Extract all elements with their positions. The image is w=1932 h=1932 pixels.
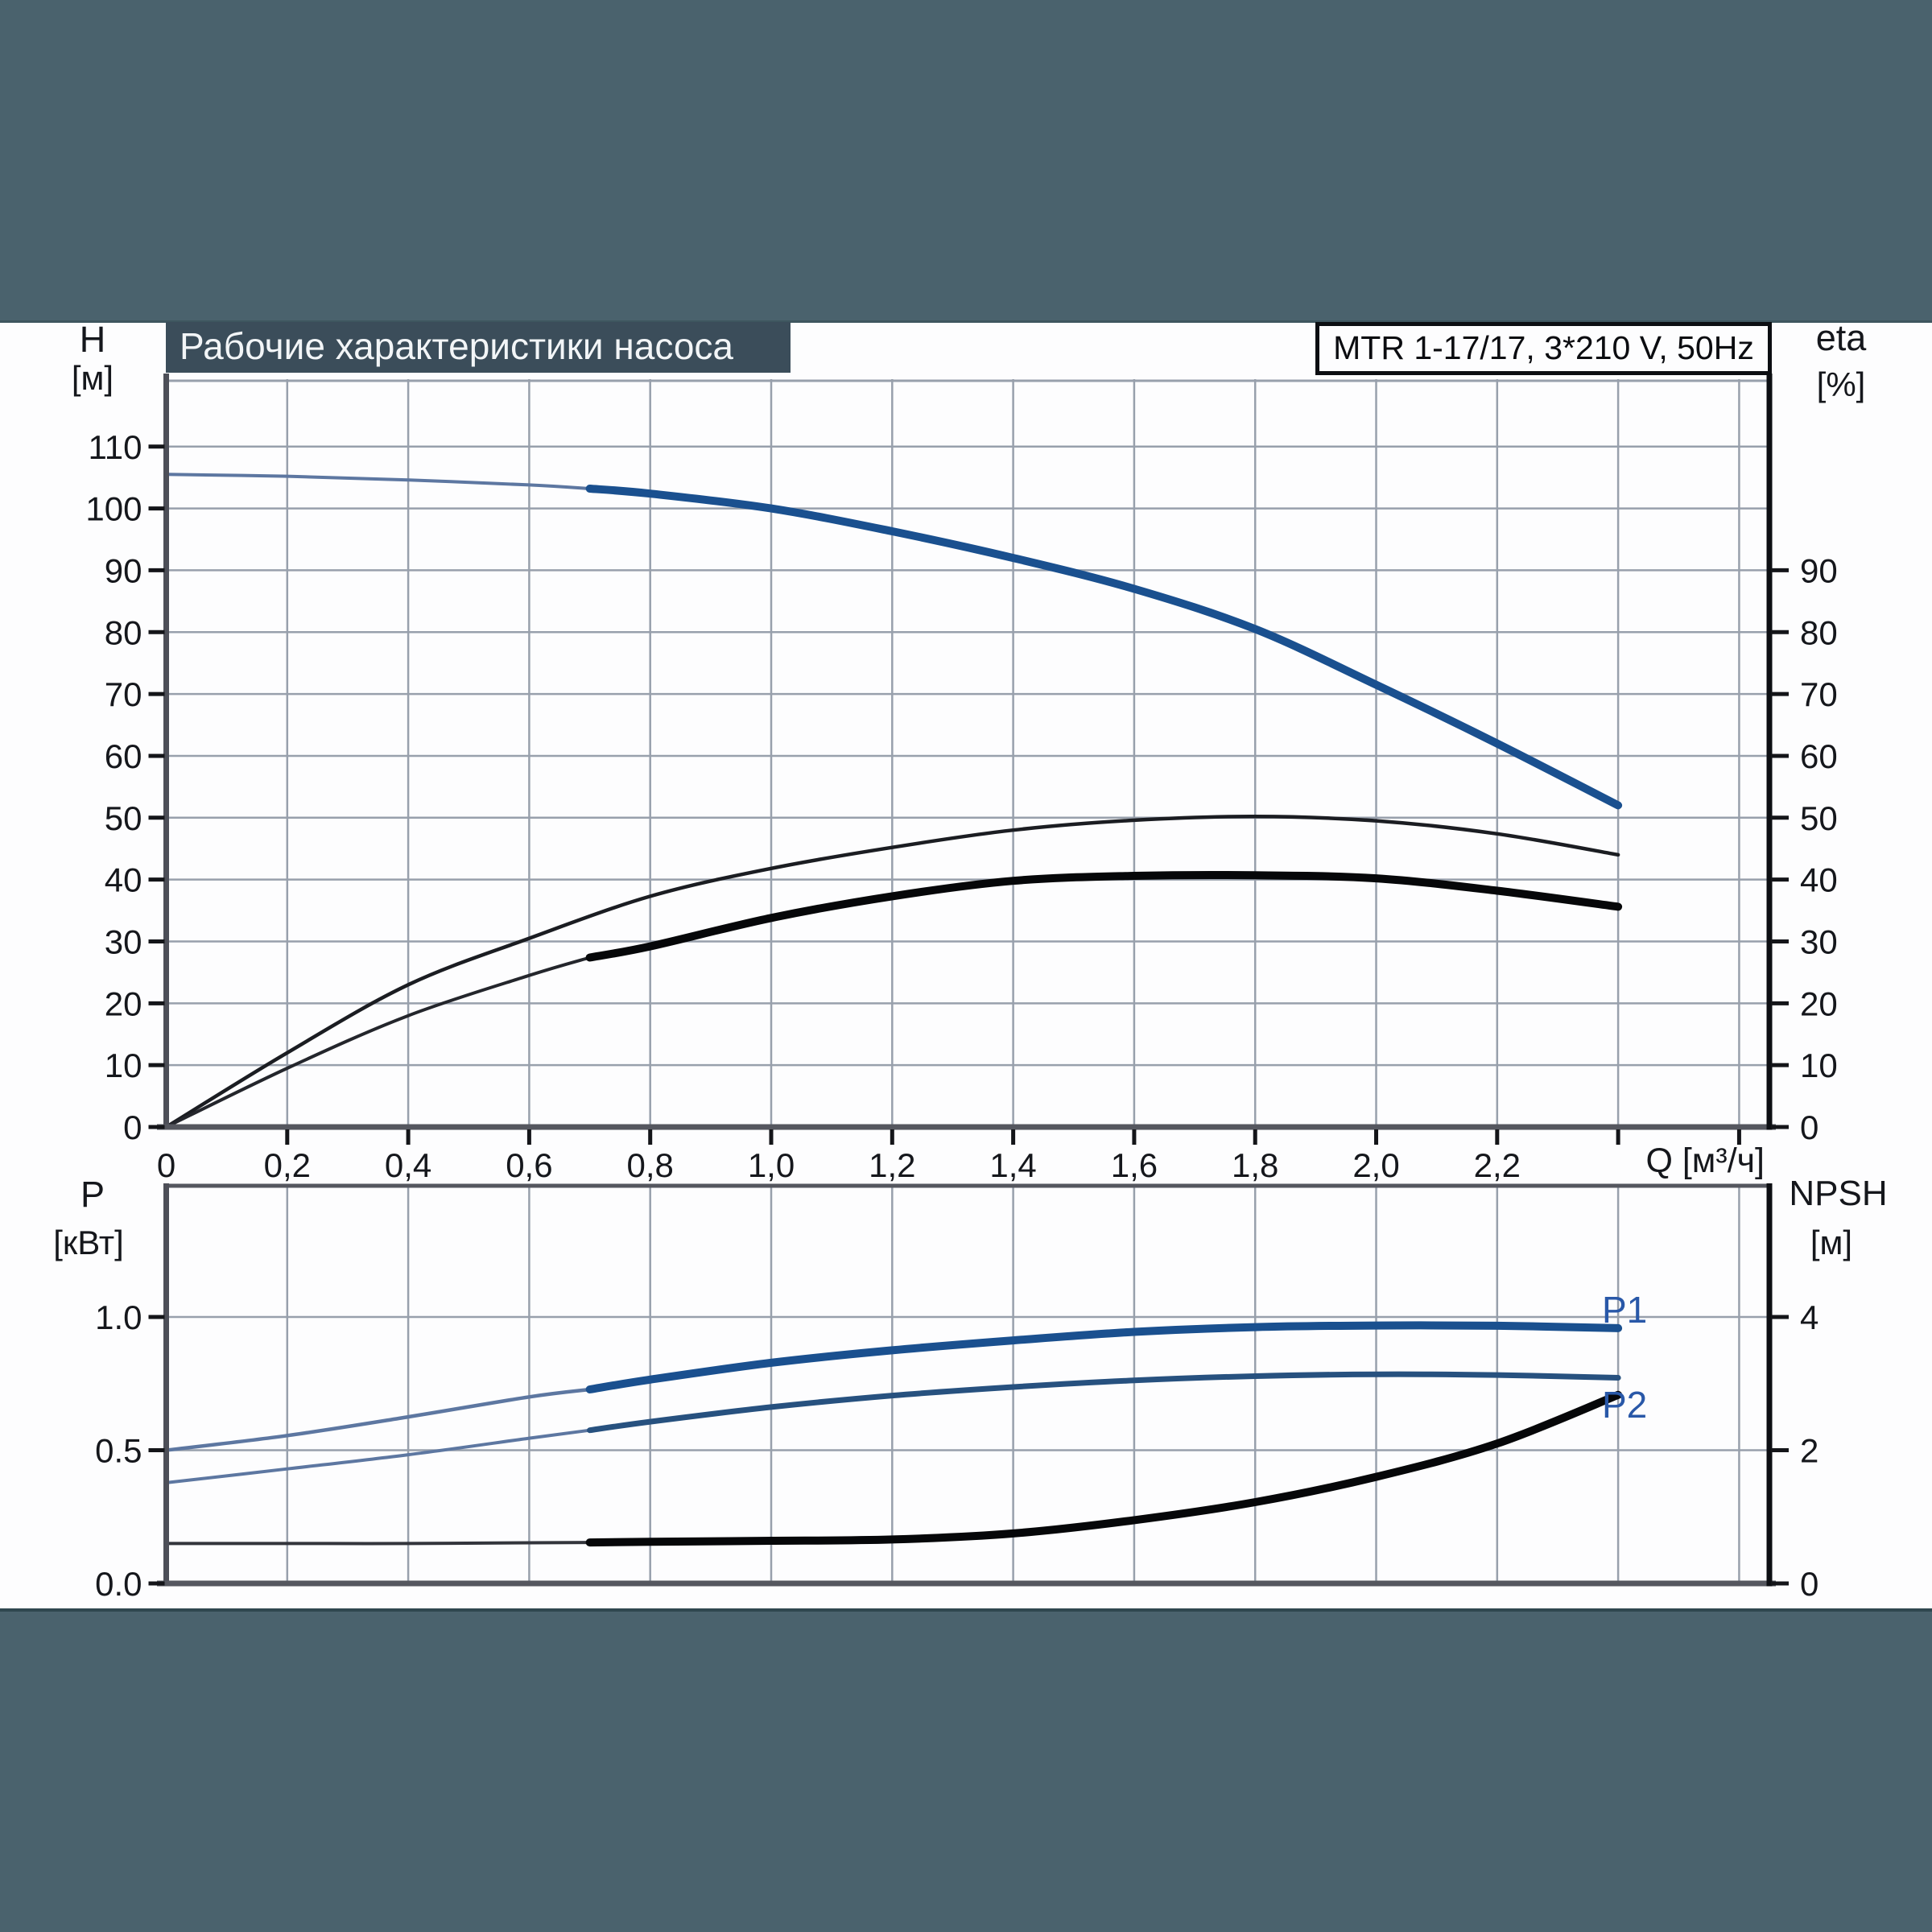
curve-NPSH xyxy=(164,1541,592,1546)
tick-label: 0.5 xyxy=(95,1431,142,1469)
tick-label: 90 xyxy=(105,551,142,589)
tick-label: 50 xyxy=(1800,799,1838,837)
tick-label: 70 xyxy=(105,675,142,713)
tick-label: 1,4 xyxy=(989,1146,1036,1184)
flow-axis-label: Q [м³/ч] xyxy=(1645,1141,1765,1180)
tick-label: 50 xyxy=(105,799,142,837)
tick-label: 20 xyxy=(105,985,142,1022)
tick-label: 0 xyxy=(123,1108,142,1146)
p1-curve-label: P1 xyxy=(1602,1289,1648,1331)
curve-P1 xyxy=(164,1387,592,1452)
chart-frames xyxy=(157,374,1776,1587)
npsh-axis-label: NPSH xyxy=(1789,1174,1888,1213)
tick-label: 10 xyxy=(1800,1046,1838,1084)
tick-label: 30 xyxy=(105,923,142,960)
tick-label: 40 xyxy=(1800,861,1838,899)
axis-ticks-and-labels: 0102030405060708090100110010203040506070… xyxy=(85,428,1837,1603)
power-axis-label: P xyxy=(80,1174,105,1215)
tick-label: 2 xyxy=(1800,1432,1818,1470)
tick-label: 60 xyxy=(1800,737,1838,775)
tick-label: 80 xyxy=(105,613,142,651)
tick-label: 2,2 xyxy=(1474,1146,1521,1184)
tick-label: 1,0 xyxy=(748,1146,795,1184)
tick-label: 1.0 xyxy=(95,1298,142,1336)
efficiency-axis-label: eta xyxy=(1815,317,1867,358)
curve-P2 xyxy=(164,1428,592,1484)
tick-label: 1,8 xyxy=(1232,1146,1278,1184)
efficiency-axis-unit: [%] xyxy=(1816,365,1866,403)
tick-label: 90 xyxy=(1800,551,1838,589)
tick-label: 1,6 xyxy=(1111,1146,1158,1184)
curve-H xyxy=(164,473,592,490)
head-axis-unit: [м] xyxy=(71,359,114,397)
tick-label: 1,2 xyxy=(869,1146,915,1184)
curve-H xyxy=(585,485,1623,810)
tick-label: 2,0 xyxy=(1352,1146,1399,1184)
tick-label: 0,8 xyxy=(627,1146,674,1184)
bottom-chart-curves xyxy=(164,1321,1623,1547)
npsh-axis-unit: [м] xyxy=(1810,1224,1853,1261)
tick-label: 80 xyxy=(1800,613,1838,651)
tick-label: 10 xyxy=(105,1046,142,1084)
tick-label: 70 xyxy=(1800,675,1838,713)
chart-title: Рабочие характеристики насоса xyxy=(180,325,734,367)
power-axis-unit: [кВт] xyxy=(53,1224,124,1261)
tick-label: 0,4 xyxy=(385,1146,431,1184)
tick-label: 40 xyxy=(105,861,142,899)
tick-label: 4 xyxy=(1800,1298,1818,1336)
tick-label: 0 xyxy=(1800,1565,1818,1603)
tick-label: 20 xyxy=(1800,985,1838,1022)
tick-label: 30 xyxy=(1800,923,1838,960)
p2-curve-label: P2 xyxy=(1602,1384,1648,1426)
bottom-chart-grid xyxy=(166,1186,1769,1583)
tick-label: 0 xyxy=(157,1146,175,1184)
head-axis-label: H xyxy=(79,319,106,360)
tick-label: 0.0 xyxy=(95,1565,142,1603)
tick-label: 60 xyxy=(105,737,142,775)
tick-label: 0,6 xyxy=(506,1146,552,1184)
pump-model-box: MTR 1-17/17, 3*210 V, 50Hz xyxy=(1315,322,1772,375)
curve-eta-lower xyxy=(585,870,1623,962)
curve-P1 xyxy=(585,1321,1623,1393)
curve-eta-lower xyxy=(164,956,592,1129)
tick-label: 110 xyxy=(89,428,142,466)
tick-label: 0,2 xyxy=(264,1146,311,1184)
top-chart-grid xyxy=(166,379,1769,1127)
chart-title-bar: Рабочие характеристики насоса xyxy=(166,322,791,373)
tick-label: 0 xyxy=(1800,1108,1818,1146)
curve-P2 xyxy=(587,1371,1621,1434)
tick-label: 100 xyxy=(85,490,142,528)
top-chart-curves xyxy=(164,473,1623,1129)
curve-NPSH xyxy=(585,1390,1623,1547)
curve-eta-upper xyxy=(164,815,1620,1129)
